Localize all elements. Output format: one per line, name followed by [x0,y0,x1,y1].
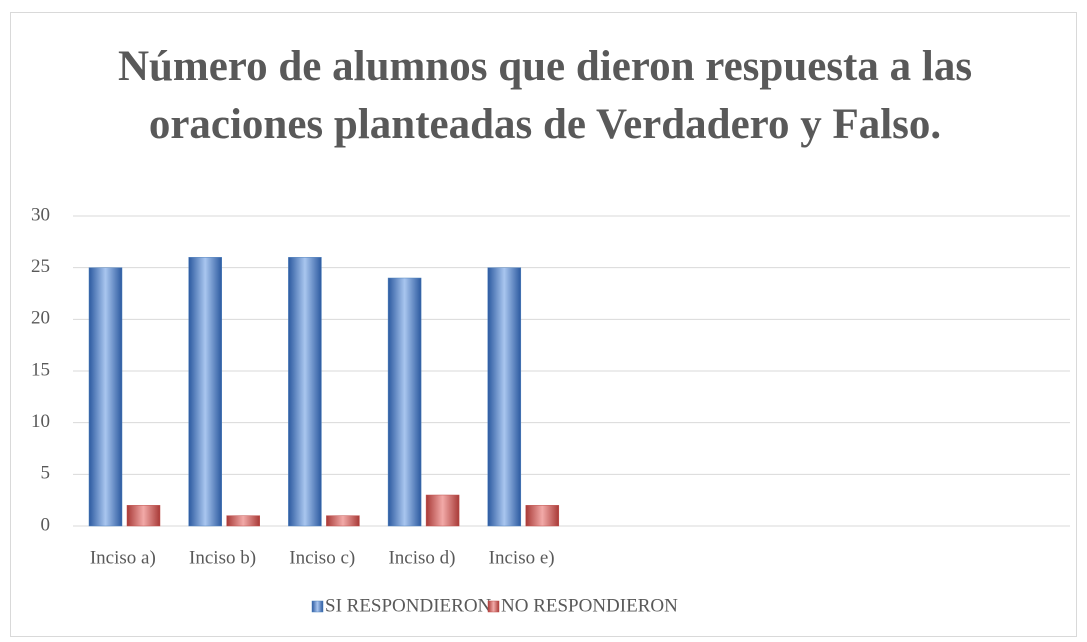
x-tick-label: Inciso e) [489,547,555,568]
legend-label: NO RESPONDIERON [501,595,678,616]
y-tick-label: 10 [31,411,50,432]
y-tick-label: 5 [41,463,51,484]
y-tick-label: 30 [31,204,50,225]
bar [126,505,161,527]
bar [525,505,560,527]
y-tick-label: 25 [31,256,50,277]
bar [288,257,322,527]
y-tick-label: 0 [41,514,51,535]
x-tick-label: Inciso b) [189,547,256,568]
bar [88,267,123,527]
y-tick-label: 20 [31,308,50,329]
bar [226,515,260,527]
bar [425,494,460,527]
legend-swatch [311,600,324,613]
bar [188,257,222,527]
chart-frame [10,12,1077,637]
legend-label: SI RESPONDIERON [325,595,492,616]
x-tick-label: Inciso a) [90,547,156,568]
chart-title: Número de alumnos que dieron respuesta a… [117,43,973,148]
y-tick-label: 15 [31,359,50,380]
x-tick-label: Inciso c) [289,547,355,568]
bar [387,277,422,527]
bar [326,515,360,527]
legend-swatch [487,600,500,613]
bar [487,267,522,527]
x-tick-label: Inciso d) [388,547,455,568]
